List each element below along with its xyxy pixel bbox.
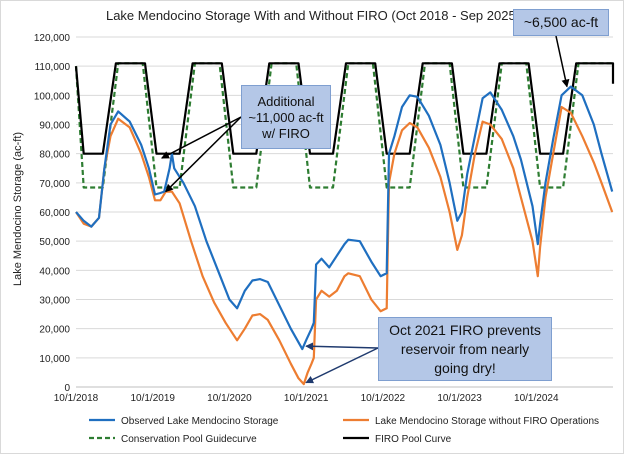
series-line-1 [75, 105, 614, 386]
annotation-arrow [305, 347, 379, 384]
y-tick-label: 60,000 [39, 208, 70, 219]
y-tick-label: 0 [64, 383, 70, 394]
y-tick-label: 20,000 [39, 325, 70, 336]
y-tick-label: 40,000 [39, 266, 70, 277]
annotation-line: Oct 2021 FIRO prevents [389, 322, 541, 338]
legend-label: FIRO Pool Curve [375, 434, 452, 445]
chart-title: Lake Mendocino Storage With and Without … [106, 8, 520, 23]
y-tick-label: 50,000 [39, 237, 70, 248]
y-ticks: 0 10,000 20,000 30,000 40,000 50,000 60,000 70,… [34, 33, 71, 394]
series-line-2 [74, 62, 613, 189]
annotation-line: ~11,000 ac-ft [248, 110, 324, 125]
annotation-line: Additional [257, 94, 315, 109]
annotation-arrow [165, 116, 242, 193]
x-ticks: 10/1/2018 10/1/2019 10/1/2020 10/1/2021 10/1… [54, 386, 613, 404]
annotation-line: w/ FIRO [262, 126, 310, 141]
legend-label: Conservation Pool Guidecurve [121, 434, 257, 445]
legend-label: Observed Lake Mendocino Storage [121, 416, 279, 427]
x-tick-label: 10/1/2019 [130, 393, 175, 404]
legend: Observed Lake Mendocino Storage Lake Mend… [89, 416, 599, 445]
y-tick-label: 30,000 [39, 296, 70, 307]
y-tick-label: 110,000 [35, 62, 71, 73]
annotation-firo-gain: Additional ~11,000 ac-ft w/ FIRO [241, 85, 331, 149]
x-tick-label: 10/1/2020 [207, 393, 252, 404]
annotation-top-right: ~6,500 ac-ft [513, 9, 609, 36]
x-tick-label: 10/1/2022 [361, 393, 406, 404]
series-line-3 [74, 62, 615, 155]
x-tick-label: 10/1/2024 [514, 393, 559, 404]
y-tick-label: 70,000 [39, 179, 70, 190]
gridlines [76, 36, 613, 388]
x-tick-label: 10/1/2021 [284, 393, 329, 404]
series-group [74, 62, 615, 386]
annotation-arrow [555, 35, 570, 88]
y-tick-label: 80,000 [39, 150, 70, 161]
annotation-arrow [161, 116, 242, 159]
annotation-line: reservoir from nearly [400, 341, 530, 357]
annotation-line: ~6,500 ac-ft [523, 14, 599, 30]
x-tick-label: 10/1/2023 [437, 393, 482, 404]
legend-label: Lake Mendocino Storage without FIRO Oper… [375, 416, 599, 427]
y-tick-label: 120,000 [34, 33, 71, 44]
annotation-line: going dry! [434, 360, 496, 376]
annotation-arrow [305, 342, 379, 351]
annotation-dry: Oct 2021 FIRO prevents reservoir from ne… [378, 317, 552, 381]
y-tick-label: 90,000 [39, 121, 70, 132]
y-tick-label: 10,000 [39, 354, 70, 365]
y-tick-label: 100,000 [34, 91, 71, 102]
y-axis-label: Lake Mendocino Storage (ac-ft) [12, 132, 24, 286]
annotation-arrows [161, 35, 570, 384]
series-line-0 [75, 85, 614, 351]
x-tick-label: 10/1/2018 [54, 393, 99, 404]
